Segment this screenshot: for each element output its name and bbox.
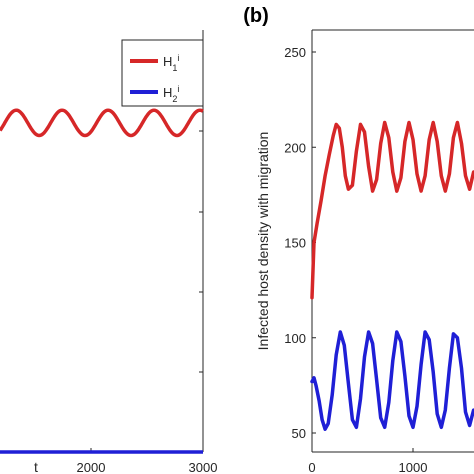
panel-a-x-label: t (34, 459, 38, 474)
panel-b-y-tick-label: 250 (284, 45, 306, 60)
panel-b-series-2-line (310, 330, 474, 431)
panel-b-series (310, 120, 474, 431)
panel-b-y-tick-label: 100 (284, 331, 306, 346)
panel-b-x-tick-label: 1000 (399, 460, 428, 474)
panel-b: (b) 50 100 150 200 250 0 1000 Infected host d… (243, 5, 474, 474)
panel-b-y-tick-label: 200 (284, 140, 306, 155)
panel-a: 2000 3000 t H1i H2i (0, 30, 217, 474)
panel-b-y-ticks: 50 100 150 200 250 (284, 45, 316, 441)
panel-a-series (0, 108, 204, 454)
panel-a-x-tick-label: 2000 (77, 460, 106, 474)
panel-b-y-tick-label: 50 (292, 426, 306, 441)
legend-label-h1-superscript: i (177, 53, 179, 63)
legend-label-h2-superscript: i (177, 84, 179, 94)
panel-b-series-1-line (310, 120, 474, 300)
legend: H1i H2i (121, 39, 204, 107)
panel-b-x-ticks: 0 1000 (308, 448, 427, 474)
panel-b-y-tick-label: 150 (284, 236, 306, 251)
panel-b-label: (b) (243, 5, 269, 27)
panel-a-series-1-line (0, 108, 204, 138)
legend-box (121, 39, 204, 107)
panel-b-x-tick-label: 0 (308, 460, 315, 474)
panel-a-x-tick-label: 3000 (189, 460, 218, 474)
legend-label-h1-subscript: 1 (172, 63, 177, 73)
panel-b-y-label: Infected host density with migration (255, 132, 271, 351)
legend-label-h2-subscript: 2 (172, 94, 177, 104)
panel-a-x-ticks: 2000 3000 (77, 448, 218, 474)
